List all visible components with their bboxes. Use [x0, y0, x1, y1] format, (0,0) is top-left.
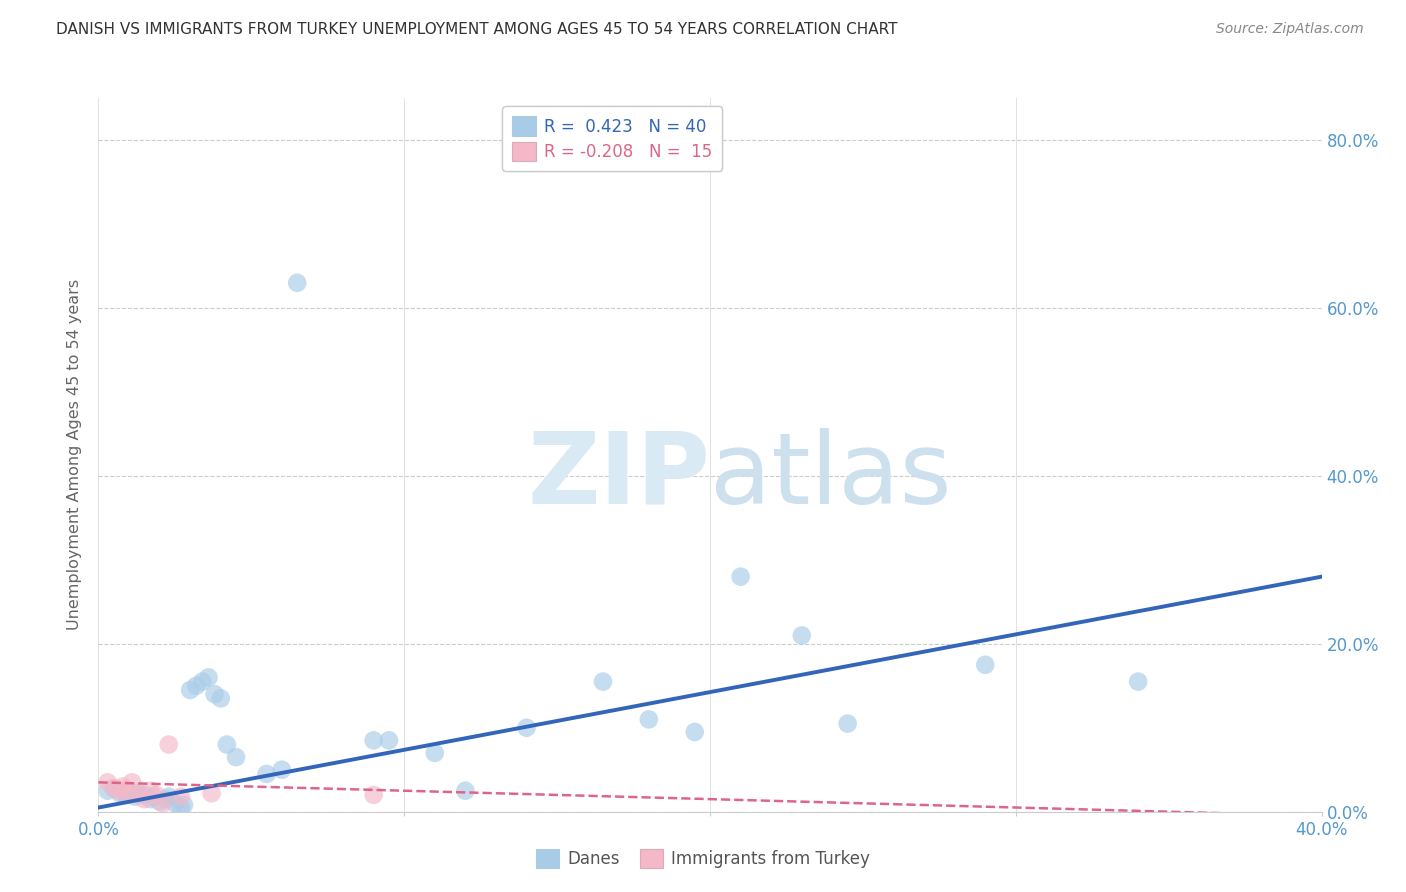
Point [191, 674, 214, 689]
Point [285, 276, 308, 290]
Point [97, 783, 120, 797]
Point [118, 783, 141, 797]
Point [204, 687, 226, 701]
Point [149, 795, 172, 809]
Legend: Danes, Immigrants from Turkey: Danes, Immigrants from Turkey [529, 842, 877, 875]
Point [134, 792, 156, 806]
Point [186, 679, 208, 693]
Point [730, 569, 752, 583]
Point [1128, 674, 1150, 689]
Point [127, 786, 149, 800]
Point [139, 792, 162, 806]
Point [152, 797, 174, 811]
Point [108, 783, 131, 797]
Point [592, 674, 614, 689]
Point [378, 733, 401, 747]
Point [974, 657, 997, 672]
Point [363, 733, 385, 747]
Point [173, 797, 195, 812]
Point [121, 775, 143, 789]
Point [111, 780, 134, 794]
Point [209, 691, 232, 706]
Point [637, 712, 661, 726]
Point [683, 725, 706, 739]
Point [124, 789, 146, 804]
Point [170, 800, 193, 814]
Y-axis label: Unemployment Among Ages 45 to 54 years: Unemployment Among Ages 45 to 54 years [67, 279, 83, 631]
Point [115, 788, 138, 802]
Point [155, 792, 177, 806]
Point [423, 746, 446, 760]
Point [215, 738, 238, 752]
Point [157, 789, 180, 804]
Point [363, 788, 385, 802]
Point [134, 788, 156, 802]
Point [97, 775, 120, 789]
Point [256, 767, 278, 781]
Text: atlas: atlas [710, 428, 952, 524]
Point [142, 789, 165, 804]
Point [516, 721, 538, 735]
Point [790, 628, 813, 642]
Point [139, 783, 162, 797]
Point [170, 789, 193, 804]
Point [157, 738, 180, 752]
Point [103, 781, 125, 796]
Point [454, 783, 477, 797]
Text: DANISH VS IMMIGRANTS FROM TURKEY UNEMPLOYMENT AMONG AGES 45 TO 54 YEARS CORRELAT: DANISH VS IMMIGRANTS FROM TURKEY UNEMPLO… [56, 22, 898, 37]
Point [837, 716, 859, 731]
Point [225, 750, 247, 764]
Point [145, 788, 167, 802]
Point [163, 797, 186, 811]
Point [118, 786, 141, 800]
Point [197, 670, 219, 684]
Point [127, 786, 149, 800]
Point [179, 683, 201, 698]
Point [108, 786, 131, 800]
Text: ZIP: ZIP [527, 428, 710, 524]
Legend: R =  0.423   N = 40, R = -0.208   N =  15: R = 0.423 N = 40, R = -0.208 N = 15 [502, 106, 723, 170]
Point [200, 786, 222, 800]
Text: Source: ZipAtlas.com: Source: ZipAtlas.com [1216, 22, 1364, 37]
Point [103, 781, 125, 796]
Point [270, 763, 292, 777]
